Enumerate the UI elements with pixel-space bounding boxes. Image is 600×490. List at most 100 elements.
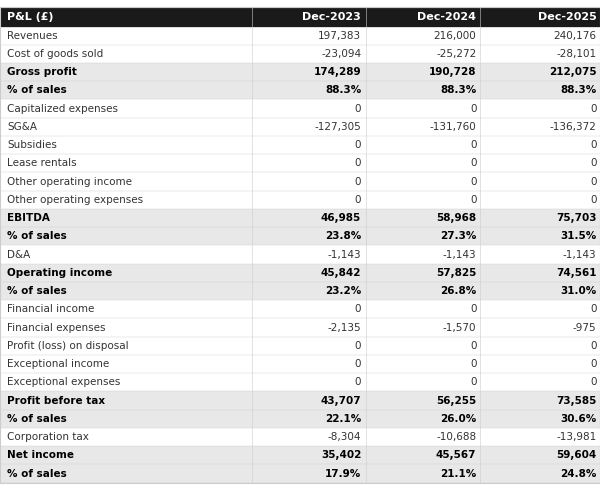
- Text: 0: 0: [590, 304, 596, 314]
- Text: Other operating expenses: Other operating expenses: [7, 195, 143, 205]
- Bar: [0, 428, 600, 446]
- Text: 0: 0: [355, 195, 361, 205]
- Text: 0: 0: [470, 158, 476, 169]
- Text: 73,585: 73,585: [556, 395, 596, 406]
- Text: 216,000: 216,000: [434, 31, 476, 41]
- Text: Profit before tax: Profit before tax: [7, 395, 106, 406]
- Text: 75,703: 75,703: [556, 213, 596, 223]
- Text: 174,289: 174,289: [314, 67, 361, 77]
- Text: % of sales: % of sales: [7, 286, 67, 296]
- Text: 0: 0: [590, 341, 596, 351]
- Text: 190,728: 190,728: [429, 67, 476, 77]
- Text: 88.3%: 88.3%: [325, 85, 361, 96]
- Text: 0: 0: [355, 304, 361, 314]
- Bar: [0, 446, 600, 465]
- Text: 0: 0: [590, 140, 596, 150]
- Text: Net income: Net income: [7, 450, 74, 460]
- Text: 0: 0: [470, 195, 476, 205]
- Text: Revenues: Revenues: [7, 31, 58, 41]
- Text: % of sales: % of sales: [7, 231, 67, 242]
- Text: 30.6%: 30.6%: [560, 414, 596, 424]
- Bar: [0, 465, 600, 483]
- Text: 0: 0: [590, 158, 596, 169]
- Bar: [0, 282, 600, 300]
- Text: 57,825: 57,825: [436, 268, 476, 278]
- Text: Operating income: Operating income: [7, 268, 112, 278]
- Bar: [0, 118, 600, 136]
- Text: 45,567: 45,567: [436, 450, 476, 460]
- Text: 35,402: 35,402: [321, 450, 361, 460]
- Text: -10,688: -10,688: [436, 432, 476, 442]
- Text: Dec-2023: Dec-2023: [302, 12, 361, 22]
- Text: -1,143: -1,143: [443, 249, 476, 260]
- Bar: [0, 410, 600, 428]
- Text: 0: 0: [590, 377, 596, 387]
- Bar: [0, 154, 600, 172]
- Text: Financial expenses: Financial expenses: [7, 322, 106, 333]
- Text: 0: 0: [590, 103, 596, 114]
- Text: Financial income: Financial income: [7, 304, 95, 314]
- Text: -975: -975: [573, 322, 596, 333]
- Text: 88.3%: 88.3%: [440, 85, 476, 96]
- Text: 0: 0: [355, 377, 361, 387]
- Text: 0: 0: [355, 359, 361, 369]
- Text: 46,985: 46,985: [321, 213, 361, 223]
- Text: % of sales: % of sales: [7, 85, 67, 96]
- Bar: [0, 264, 600, 282]
- Text: 0: 0: [470, 140, 476, 150]
- Text: 0: 0: [470, 103, 476, 114]
- Text: 0: 0: [470, 304, 476, 314]
- Text: Exceptional income: Exceptional income: [7, 359, 109, 369]
- Text: 212,075: 212,075: [549, 67, 596, 77]
- Text: 0: 0: [590, 176, 596, 187]
- Text: 74,561: 74,561: [556, 268, 596, 278]
- Text: 0: 0: [470, 341, 476, 351]
- Text: Profit (loss) on disposal: Profit (loss) on disposal: [7, 341, 129, 351]
- Bar: [0, 373, 600, 392]
- Text: 31.0%: 31.0%: [560, 286, 596, 296]
- Text: 0: 0: [355, 158, 361, 169]
- Bar: [0, 26, 600, 45]
- Text: 0: 0: [590, 195, 596, 205]
- Text: 0: 0: [355, 341, 361, 351]
- Text: Lease rentals: Lease rentals: [7, 158, 77, 169]
- Text: 43,707: 43,707: [320, 395, 361, 406]
- Text: 56,255: 56,255: [436, 395, 476, 406]
- Text: -1,143: -1,143: [328, 249, 361, 260]
- Text: Cost of goods sold: Cost of goods sold: [7, 49, 103, 59]
- Text: 45,842: 45,842: [320, 268, 361, 278]
- Text: -1,570: -1,570: [443, 322, 476, 333]
- Text: 0: 0: [355, 103, 361, 114]
- Text: SG&A: SG&A: [7, 122, 37, 132]
- Bar: [0, 136, 600, 154]
- Text: 59,604: 59,604: [556, 450, 596, 460]
- Text: 0: 0: [355, 176, 361, 187]
- Text: -131,760: -131,760: [430, 122, 476, 132]
- Text: 26.0%: 26.0%: [440, 414, 476, 424]
- Bar: [0, 392, 600, 410]
- Text: Other operating income: Other operating income: [7, 176, 132, 187]
- Bar: [0, 355, 600, 373]
- Text: 26.8%: 26.8%: [440, 286, 476, 296]
- Bar: [0, 209, 600, 227]
- Text: % of sales: % of sales: [7, 468, 67, 479]
- Text: 88.3%: 88.3%: [560, 85, 596, 96]
- Text: -136,372: -136,372: [550, 122, 596, 132]
- Text: Subsidies: Subsidies: [7, 140, 57, 150]
- Text: -13,981: -13,981: [556, 432, 596, 442]
- Text: 58,968: 58,968: [436, 213, 476, 223]
- Bar: [0, 63, 600, 81]
- Text: 24.8%: 24.8%: [560, 468, 596, 479]
- Bar: [0, 81, 600, 99]
- Bar: [0, 245, 600, 264]
- Bar: [0, 318, 600, 337]
- Text: Capitalized expenses: Capitalized expenses: [7, 103, 118, 114]
- Text: P&L (£): P&L (£): [7, 12, 54, 22]
- Text: 0: 0: [355, 140, 361, 150]
- Text: 23.2%: 23.2%: [325, 286, 361, 296]
- Text: % of sales: % of sales: [7, 414, 67, 424]
- Bar: [0, 300, 600, 318]
- Text: Dec-2025: Dec-2025: [538, 12, 596, 22]
- Text: -1,143: -1,143: [563, 249, 596, 260]
- Text: 23.8%: 23.8%: [325, 231, 361, 242]
